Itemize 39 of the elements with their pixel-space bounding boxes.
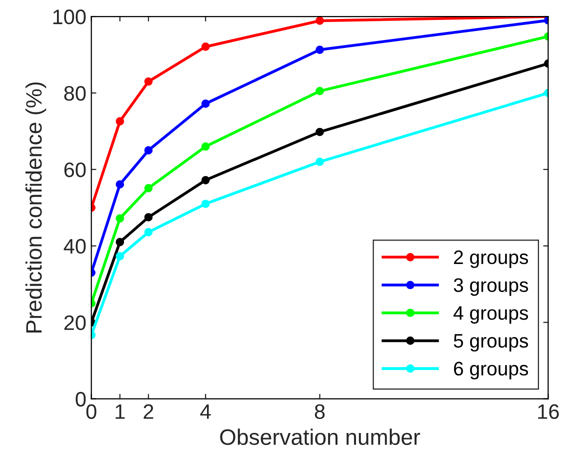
x-tick-label: 0 <box>86 404 96 420</box>
point <box>144 77 153 86</box>
y-tick-label: 100 <box>53 10 86 24</box>
point <box>116 117 124 126</box>
y-tick-label: 0 <box>76 392 86 407</box>
point <box>144 184 153 192</box>
point <box>116 238 124 246</box>
point <box>316 86 324 96</box>
point <box>144 228 153 236</box>
point <box>116 252 124 260</box>
point <box>316 16 324 25</box>
x-tick-label: 8 <box>314 404 325 420</box>
x-tick-label: 2 <box>144 404 154 419</box>
point <box>201 142 210 151</box>
point <box>144 146 153 154</box>
y-axis-title: Prediction confidence (%) <box>25 82 46 332</box>
point <box>116 214 124 223</box>
point <box>316 46 324 54</box>
point <box>201 200 210 208</box>
x-tick-label: 1 <box>116 404 125 419</box>
point <box>201 100 210 108</box>
y-tick-label: 60 <box>64 162 86 178</box>
legend-label: 4 groups <box>454 306 528 324</box>
legend-label: 2 groups <box>454 250 528 268</box>
x-axis-title: Observation number <box>220 428 420 445</box>
legend-label: 3 groups <box>454 278 528 296</box>
point <box>144 213 153 222</box>
point <box>316 158 324 166</box>
x-tick-label: 16 <box>538 404 559 420</box>
point <box>316 128 324 136</box>
point <box>116 180 124 189</box>
x-tick-label: 4 <box>200 404 211 419</box>
y-tick-label: 20 <box>64 315 86 330</box>
y-tick-label: 40 <box>64 238 86 254</box>
point <box>201 42 210 51</box>
y-tick-label: 80 <box>64 86 86 101</box>
legend-label: 6 groups <box>454 362 528 380</box>
legend-label: 5 groups <box>454 334 528 352</box>
point <box>201 176 210 184</box>
